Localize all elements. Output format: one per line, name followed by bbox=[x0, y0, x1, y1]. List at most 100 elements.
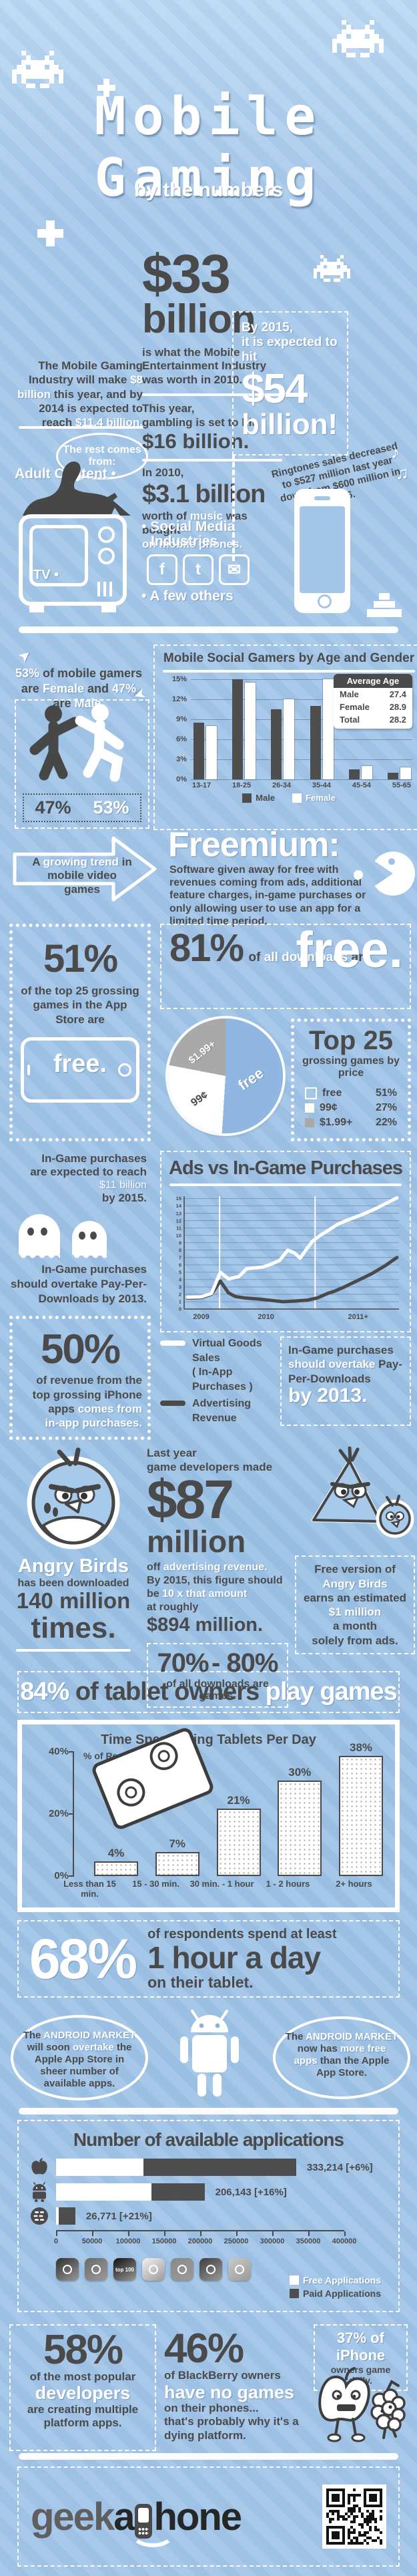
android-right-bubble: The ANDROID MARKET now has more free app… bbox=[273, 2016, 410, 2100]
legend-paid: Paid Applications bbox=[303, 2288, 381, 2299]
paid199-swatch bbox=[305, 1118, 314, 1127]
avg-label: Female bbox=[340, 702, 370, 712]
social-label-1: • Social Media bbox=[141, 519, 236, 534]
gender-percent-labels: 47% 53% bbox=[23, 793, 141, 822]
ads-line-chart: 0 1 2 3 4 5 6 7 8 9 10 11 12 13 14 15 2009 2010 2011+ bbox=[168, 1190, 403, 1326]
text-run: Pay-Per-Downloads bbox=[38, 1278, 147, 1306]
angry-birds-right: Free version of Angry Birds earns an est… bbox=[295, 1446, 415, 1667]
text-run: on their tablet. bbox=[147, 1974, 254, 1992]
bar-group bbox=[310, 679, 334, 779]
bar-male bbox=[232, 679, 244, 779]
ads-vs-ingame-box: Ads vs In-Game Purchases 0 1 2 3 4 5 6 7 8 9 10 11 1… bbox=[160, 1151, 411, 1332]
divider-line bbox=[142, 393, 282, 396]
iphone-home-button bbox=[318, 594, 332, 608]
highlight-run: music bbox=[189, 509, 223, 522]
highlight-37: 37% of iPhone bbox=[336, 2330, 386, 2364]
svg-text:1: 1 bbox=[179, 1299, 181, 1305]
svg-text:2009: 2009 bbox=[193, 1313, 209, 1321]
bar-columns: 4% 7% 21% 30% 38% bbox=[94, 1741, 383, 1877]
big-1-hour: 1 hour a day bbox=[147, 1940, 321, 1975]
age-categories: 13-17 18-25 26-34 35-44 45-54 55-65 bbox=[192, 781, 411, 789]
music-31b: $3.1 billion bbox=[142, 480, 266, 508]
text-run: are expected to reach bbox=[30, 1165, 147, 1179]
text-run: The bbox=[285, 2031, 304, 2043]
white-line-swatch bbox=[160, 1340, 185, 1346]
highlight-run: $11.4 billion. bbox=[75, 416, 143, 429]
y-tick-label: 40% bbox=[48, 1746, 69, 1758]
bar-male bbox=[348, 769, 360, 779]
divider-line bbox=[163, 670, 415, 673]
big-80: - 80% bbox=[212, 1648, 278, 1678]
text-run: solely from ads. bbox=[312, 1634, 398, 1647]
ads-legend: Virtual Goods Sales ( In-App Purchases )… bbox=[160, 1336, 275, 1426]
svg-text:13: 13 bbox=[176, 1210, 181, 1216]
female-swatch bbox=[292, 793, 302, 803]
highlight-run: comes from bbox=[77, 1402, 142, 1415]
text-run: by 2015. bbox=[101, 1191, 147, 1204]
highlight-run: by 2013. bbox=[288, 1384, 368, 1407]
downloads-free-box: 81% of all downloads are free. bbox=[160, 924, 411, 1009]
trend-text: A growing trend in mobile video games bbox=[32, 856, 132, 896]
angry-birds-section: Angry Birds has been downloaded 140 mill… bbox=[0, 1440, 417, 1708]
x-category-label: 13-17 bbox=[192, 781, 212, 789]
highlight-84: 84% bbox=[20, 1678, 69, 1706]
text-run: that's probably why it's a bbox=[164, 2415, 299, 2428]
big-58: 58% bbox=[43, 2327, 123, 2374]
text-run: off bbox=[147, 1561, 161, 1574]
bar-male bbox=[271, 709, 282, 779]
facebook-icon: f bbox=[147, 554, 177, 586]
ghost-icon bbox=[19, 1214, 60, 1261]
app-icon bbox=[199, 2258, 222, 2281]
geekaphone-logo: geek a hone bbox=[31, 2495, 242, 2547]
text-run: of mobile gamers are bbox=[21, 667, 143, 695]
svg-text:8: 8 bbox=[179, 1247, 181, 1253]
highlight-1m: $1 million bbox=[328, 1606, 382, 1619]
text-run: By 2015, bbox=[242, 321, 294, 335]
y-tick-label: 0% bbox=[176, 775, 187, 783]
highlight-run: ANDROID MARKET bbox=[305, 2031, 398, 2043]
y-tick-label: 12% bbox=[171, 695, 187, 703]
cursor-icon: ➤ bbox=[14, 645, 35, 667]
yellow-and-blue-bird-icons bbox=[312, 1446, 414, 1538]
x-category-label: 18-25 bbox=[232, 781, 252, 789]
x-tick-label: 200000 bbox=[187, 2237, 213, 2246]
big-54-billion: billion! bbox=[242, 407, 338, 441]
y-tick-label: 6% bbox=[176, 735, 187, 743]
text-run: at roughly bbox=[147, 1602, 199, 1614]
worth-desc: is what the Mobile Entertainment Industr… bbox=[142, 345, 267, 386]
big-87: $87 bbox=[147, 1469, 234, 1531]
big-81: 81% bbox=[169, 926, 244, 970]
text-run: soon bbox=[45, 2042, 70, 2054]
text-run: apps bbox=[48, 1402, 75, 1415]
overtake-box: In-Game purchases should overtake Pay-Pe… bbox=[280, 1336, 411, 1426]
text-run: and bbox=[87, 681, 109, 695]
gridline bbox=[191, 699, 412, 700]
gridline bbox=[191, 739, 412, 740]
stacked-bar bbox=[56, 2183, 205, 2201]
chart-title: Mobile Social Gamers by Age and Gender bbox=[163, 651, 415, 665]
app-icon bbox=[142, 2258, 165, 2281]
free-segment bbox=[56, 2183, 151, 2201]
apple-icon bbox=[28, 2157, 51, 2177]
social-media-block: • Social Media Industries f t ✉ • A few … bbox=[141, 519, 282, 604]
by-2015-box: By 2015, it is expected to hit $54 billi… bbox=[232, 311, 348, 455]
highlight-run: $8 billion bbox=[17, 373, 143, 401]
few-others-label: • A few others bbox=[141, 588, 234, 604]
avg-label: Male bbox=[340, 689, 359, 699]
free-version-box: Free version of Angry Birds earns an est… bbox=[295, 1555, 415, 1654]
x-category-label: 15 - 30 min. bbox=[132, 1879, 179, 1889]
dark-line-swatch bbox=[160, 1401, 185, 1407]
x-tick-mark bbox=[92, 2231, 93, 2237]
section-divider bbox=[19, 626, 398, 633]
top25-subtitle: grossing games by price bbox=[302, 1055, 400, 1079]
pacman-icon bbox=[371, 852, 415, 896]
highlight-run: should overtake bbox=[288, 1358, 376, 1371]
text-run: by 2013. bbox=[101, 1292, 147, 1306]
x-tick-mark bbox=[128, 2231, 129, 2237]
x-tick-mark bbox=[236, 2231, 238, 2237]
bar-female bbox=[322, 679, 334, 779]
svg-text:2011+: 2011+ bbox=[348, 1313, 368, 1321]
highlight-run: growing trend bbox=[43, 856, 119, 868]
text-run: of revenue from the bbox=[36, 1374, 142, 1387]
apple-and-berry-characters bbox=[300, 2363, 406, 2446]
